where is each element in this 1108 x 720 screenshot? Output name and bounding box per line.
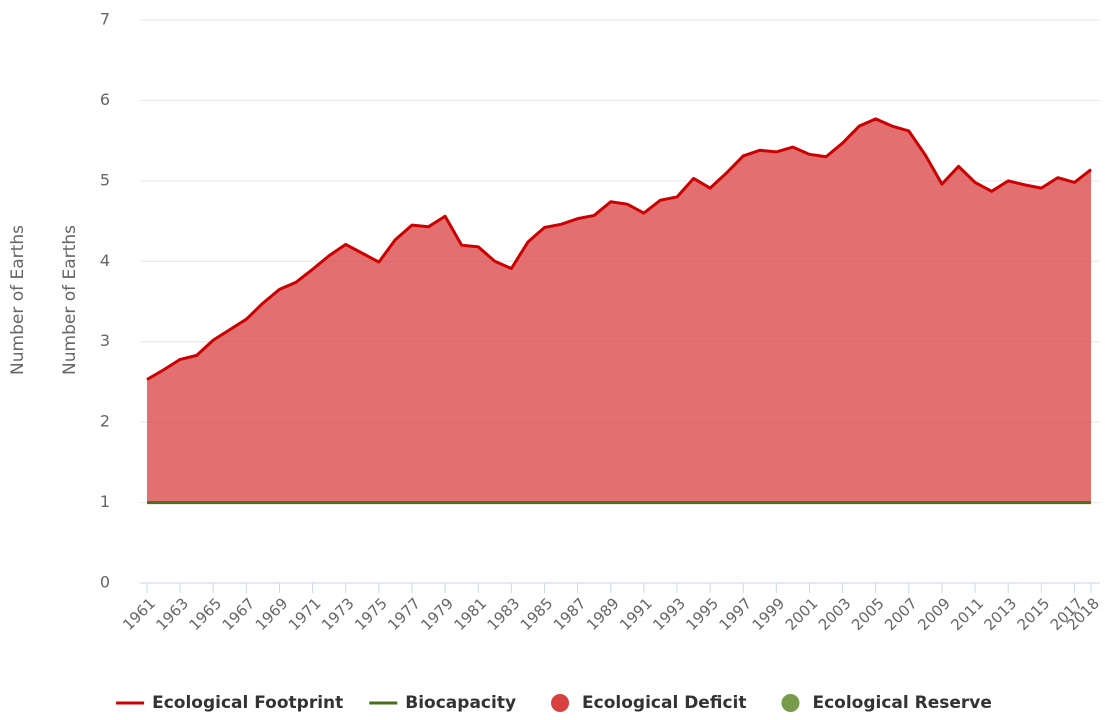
x-tick-label: 2011 [947,594,987,634]
x-tick-label: 1991 [616,594,656,634]
legend-symbol [781,694,800,712]
y-tick-label: 0 [100,573,110,592]
legend: Ecological Footprint Biocapacity Ecologica… [116,693,992,713]
legend-label: Biocapacity [405,693,516,713]
x-tick-label: 1993 [649,594,689,634]
legend-label: Ecological Footprint [152,693,343,713]
x-tick-label: 2005 [848,594,888,634]
x-tick-label: 2007 [881,594,921,634]
y-tick-label: 1 [100,492,110,511]
y-axis-title: Number of Earths [60,225,80,375]
y-tick-label: 4 [100,251,110,270]
x-tick-label: 1971 [285,594,325,634]
x-tick-label: 1965 [186,594,226,634]
x-tick-label: 1967 [219,594,259,634]
x-tick-label: 1973 [318,594,358,634]
x-tick-label: 2009 [914,594,954,634]
x-tick-label: 1963 [152,594,192,634]
y-axis-title: Number of Earths [8,225,28,375]
y-tick-label: 5 [100,170,110,189]
y-tick-label: 3 [100,331,110,350]
x-tick-label: 1995 [682,594,722,634]
x-tick-label: 1985 [517,594,557,634]
x-tick-label: 1997 [715,594,755,634]
legend-label: Ecological Deficit [582,693,746,713]
y-tick-label: 7 [100,10,110,29]
x-tick-label: 1975 [351,594,391,634]
x-tick-label: 1999 [749,594,789,634]
x-tick-label: 2013 [980,594,1020,634]
x-tick-label: 1977 [384,594,424,634]
y-tick-label: 2 [100,412,110,431]
legend-symbol [551,694,570,712]
x-tick-label: 1987 [550,594,590,634]
series-line [146,117,1092,381]
y-tick-label: 6 [100,90,110,109]
x-tick-label: 2001 [782,594,822,634]
x-tick-label: 1969 [252,594,292,634]
x-tick-label: 1983 [484,594,524,634]
deficit-area [147,118,1091,503]
x-tick-label: 1961 [119,594,159,634]
x-tick-label: 1989 [583,594,623,634]
x-tick-label: 2003 [815,594,855,634]
x-tick-label: 1979 [417,594,457,634]
x-tick-label: 2015 [1014,594,1054,634]
x-tick-label: 1981 [451,594,491,634]
legend-label: Ecological Reserve [812,693,991,713]
